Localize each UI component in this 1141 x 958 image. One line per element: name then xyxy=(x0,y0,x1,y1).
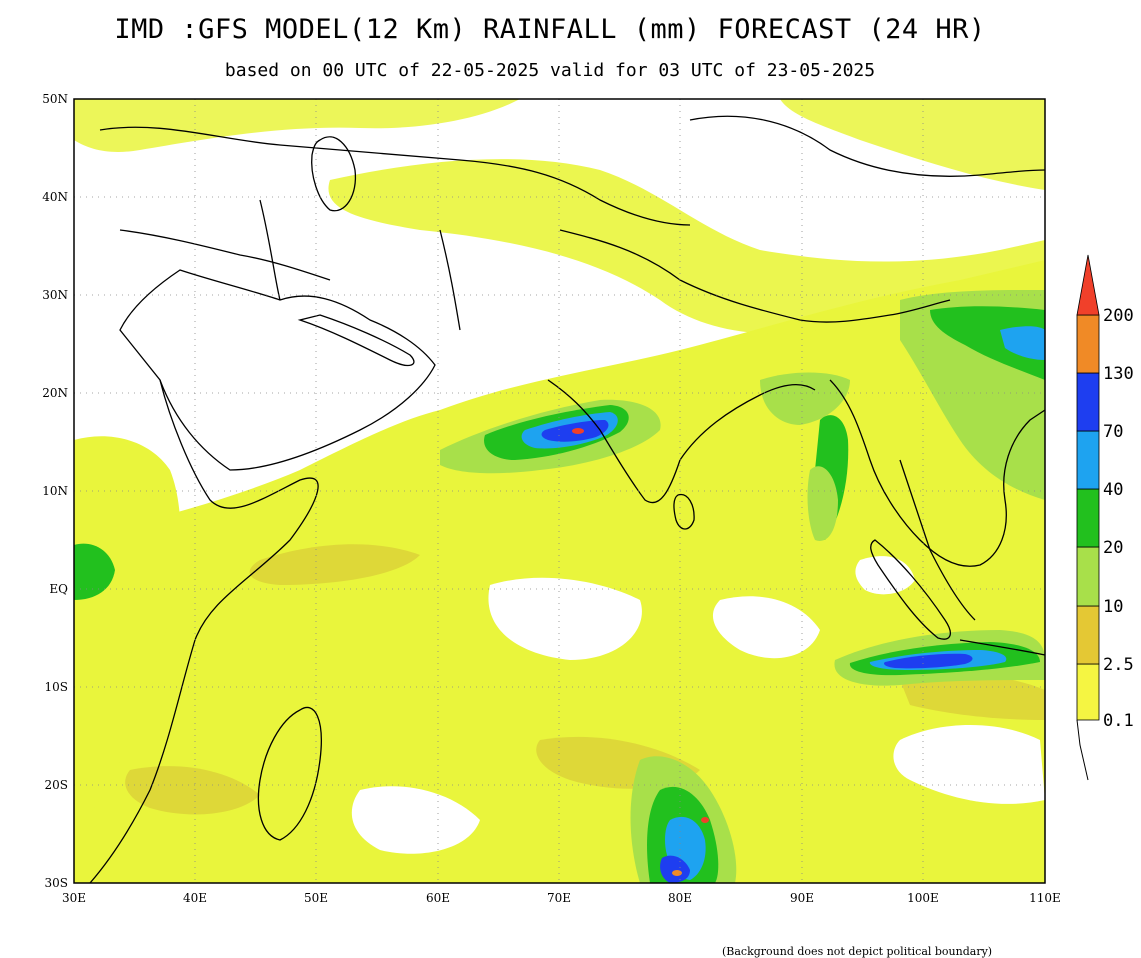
legend-swatch-2-5 xyxy=(1076,605,1100,665)
sumatra xyxy=(870,539,951,640)
red-sea-africa-coast xyxy=(89,379,319,883)
peak-rain-spot-south xyxy=(672,870,682,876)
rain-area-north-belt xyxy=(328,159,1045,334)
moderate-band-3 xyxy=(900,674,1045,720)
south-asia-north-border xyxy=(559,229,951,323)
footnote: (Background does not depict political bo… xyxy=(722,945,993,958)
extreme-indonesia xyxy=(884,653,973,669)
dry-patch-4 xyxy=(893,725,1045,804)
moderate-band-1 xyxy=(249,544,420,585)
legend-swatch-70 xyxy=(1076,372,1100,432)
india-coast xyxy=(547,379,816,504)
legend-label: 70 xyxy=(1103,422,1123,442)
rainfall-fields xyxy=(74,99,1045,883)
legend-label: 0.1 xyxy=(1103,711,1134,731)
sri-lanka xyxy=(673,493,695,530)
lon-label: 40E xyxy=(183,891,207,905)
legend-swatch-200 xyxy=(1076,254,1100,316)
extreme-south xyxy=(660,855,690,883)
lon-label: 30E xyxy=(62,891,86,905)
legend-swatch-0-1 xyxy=(1076,663,1100,721)
madagascar xyxy=(257,707,322,841)
legend-label: 2.5 xyxy=(1103,655,1134,675)
lat-label: 10N xyxy=(42,484,68,498)
central-asia-borders xyxy=(99,126,691,226)
map-frame xyxy=(73,98,1046,884)
lon-label: 50E xyxy=(304,891,328,905)
legend-label: 20 xyxy=(1103,538,1123,558)
legend-swatch-20 xyxy=(1076,488,1100,548)
lat-label: EQ xyxy=(49,582,68,596)
rain-area-top-right xyxy=(780,99,1045,190)
lat-label: 40N xyxy=(42,190,68,204)
lat-label: 20N xyxy=(42,386,68,400)
lat-label: 30S xyxy=(45,876,69,890)
legend-label: 40 xyxy=(1103,480,1123,500)
rain-east-africa xyxy=(74,543,115,600)
lon-label: 110E xyxy=(1029,891,1061,905)
legend-swatch-130 xyxy=(1076,314,1100,374)
legend-swatch-10 xyxy=(1076,546,1100,607)
persian-gulf xyxy=(297,314,415,367)
rain-southeast-asia-core xyxy=(930,306,1045,380)
lon-label: 90E xyxy=(790,891,814,905)
lon-label: 70E xyxy=(547,891,571,905)
peak-rain-spot-south-2 xyxy=(701,817,709,823)
coastlines xyxy=(89,115,1045,883)
dry-patch-1 xyxy=(488,577,642,660)
lon-label: 100E xyxy=(907,891,939,905)
moderate-band-4 xyxy=(125,766,261,815)
legend-swatch-40 xyxy=(1076,430,1100,490)
rain-andaman xyxy=(807,466,838,541)
lat-label: 50N xyxy=(42,92,68,106)
java xyxy=(959,639,1045,656)
legend-tail xyxy=(1076,719,1089,781)
lat-label: 10S xyxy=(45,680,69,694)
dry-patch-2 xyxy=(712,596,820,659)
rain-area-top-strip xyxy=(74,99,520,152)
legend-label: 10 xyxy=(1103,597,1123,617)
china-border xyxy=(689,115,1045,177)
legend-label: 130 xyxy=(1103,364,1134,384)
caspian-sea xyxy=(311,136,357,212)
map-title: IMD :GFS MODEL(12 Km) RAINFALL (mm) FORE… xyxy=(114,14,986,45)
peak-rain-spot-west-coast xyxy=(572,428,584,434)
very-heavy-southeast-asia xyxy=(1000,326,1045,360)
map-subtitle: based on 00 UTC of 22-05-2025 valid for … xyxy=(224,60,876,81)
legend-label: 200 xyxy=(1103,306,1134,326)
latitude-labels: 50N 40N 30N 20N 10N EQ 10S 20S 30S xyxy=(42,92,68,890)
malay-peninsula xyxy=(899,459,976,621)
longitude-labels: 30E 40E 50E 60E 70E 80E 90E 100E 110E xyxy=(62,891,1061,905)
rainfall-legend: 0.1 2.5 10 20 40 70 130 200 xyxy=(1076,254,1134,781)
arabia-coast xyxy=(119,269,436,471)
rain-area-africa-west xyxy=(74,436,181,830)
middle-east-borders xyxy=(119,199,461,331)
southeast-asia-coast xyxy=(829,379,1045,567)
lat-label: 20S xyxy=(45,778,69,792)
rain-bay-of-bengal xyxy=(760,372,850,425)
lat-label: 30N xyxy=(42,288,68,302)
lon-label: 80E xyxy=(668,891,692,905)
dry-patch-3 xyxy=(351,786,480,854)
lon-label: 60E xyxy=(426,891,450,905)
